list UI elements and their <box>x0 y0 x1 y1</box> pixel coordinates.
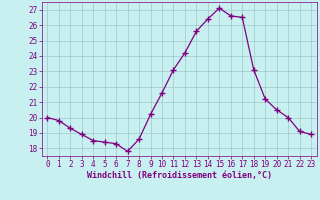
X-axis label: Windchill (Refroidissement éolien,°C): Windchill (Refroidissement éolien,°C) <box>87 171 272 180</box>
